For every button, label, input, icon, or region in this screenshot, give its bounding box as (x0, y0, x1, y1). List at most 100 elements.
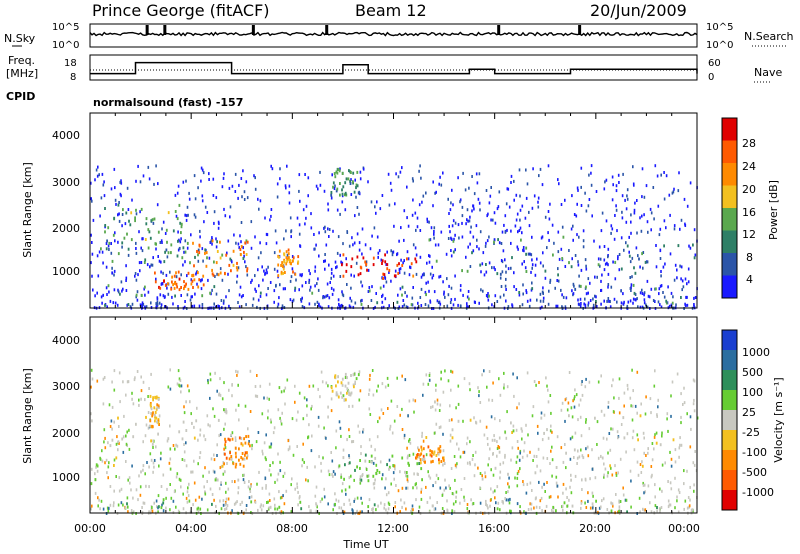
heatmap-cell (282, 474, 285, 478)
heatmap-cell (551, 508, 553, 512)
heatmap-cell (553, 241, 555, 245)
heatmap-cell (427, 470, 429, 474)
heatmap-cell (494, 294, 497, 298)
power-yticks: 4000 3000 2000 1000 (52, 129, 80, 278)
heatmap-cell (389, 181, 392, 185)
heatmap-cell (454, 463, 457, 467)
heatmap-cell (207, 423, 209, 427)
power-colorbar-frame (721, 117, 738, 299)
heatmap-cell (607, 272, 610, 276)
heatmap-cell (549, 394, 552, 397)
heatmap-cell (290, 483, 292, 487)
heatmap-cell (328, 296, 331, 300)
heatmap-cell (580, 302, 582, 305)
heatmap-cell (170, 243, 173, 247)
heatmap-cell (165, 228, 168, 232)
heatmap-cell (685, 295, 687, 299)
heatmap-cell (614, 277, 617, 281)
heatmap-cell (612, 378, 614, 382)
heatmap-cell (649, 397, 652, 401)
heatmap-cell (370, 444, 373, 448)
heatmap-cell (682, 403, 684, 406)
power-cb-tick: 28 (742, 137, 756, 150)
heatmap-cell (419, 229, 422, 232)
heatmap-cell (368, 460, 371, 463)
heatmap-cell (410, 262, 413, 266)
heatmap-cell (183, 411, 186, 415)
heatmap-cell (111, 271, 114, 275)
heatmap-cell (349, 182, 352, 185)
heatmap-cell (238, 183, 240, 187)
heatmap-cell (416, 462, 419, 466)
heatmap-cell (370, 200, 373, 204)
heatmap-cell (326, 294, 329, 298)
heatmap-cell (419, 461, 422, 465)
heatmap-cell (572, 282, 575, 286)
heatmap-cell (388, 458, 391, 462)
heatmap-cell (361, 510, 363, 514)
heatmap-cell (489, 194, 492, 198)
heatmap-cell (341, 263, 343, 267)
heatmap-cell (314, 284, 316, 288)
heatmap-cell (330, 451, 332, 454)
heatmap-cell (429, 272, 432, 276)
heatmap-cell (493, 238, 496, 242)
heatmap-cell (245, 504, 248, 507)
heatmap-cell (561, 305, 563, 309)
heatmap-cell (118, 489, 121, 493)
heatmap-cell (660, 173, 662, 177)
heatmap-cell (457, 402, 460, 406)
heatmap-cell (511, 446, 514, 450)
heatmap-cell (433, 290, 436, 294)
heatmap-cell (461, 235, 464, 239)
heatmap-cell (556, 484, 559, 488)
heatmap-cell (289, 298, 292, 302)
heatmap-cell (196, 282, 198, 286)
heatmap-cell (284, 402, 286, 406)
heatmap-cell (390, 249, 392, 253)
heatmap-cell (454, 297, 456, 301)
heatmap-cell (450, 237, 453, 241)
heatmap-cell (408, 463, 410, 467)
heatmap-cell (103, 180, 105, 184)
heatmap-cell (425, 373, 428, 377)
heatmap-cell (298, 223, 301, 227)
heatmap-cell (95, 463, 98, 467)
power-cb-tick: 20 (742, 183, 756, 196)
heatmap-cell (597, 456, 600, 460)
heatmap-cell (612, 427, 614, 431)
heatmap-cell (98, 173, 100, 177)
heatmap-cell (257, 268, 259, 272)
heatmap-cell (457, 176, 459, 180)
heatmap-cell (104, 207, 106, 210)
heatmap-cell (101, 301, 103, 305)
heatmap-cell (680, 443, 683, 447)
heatmap-cell (425, 191, 427, 195)
heatmap-cell (242, 169, 244, 173)
heatmap-cell (341, 489, 343, 493)
heatmap-cell (651, 442, 654, 445)
heatmap-cell (601, 499, 603, 503)
heatmap-cell (696, 416, 699, 420)
heatmap-cell (275, 241, 278, 245)
heatmap-cell (584, 258, 587, 262)
heatmap-cell (496, 485, 499, 489)
heatmap-cell (502, 249, 505, 253)
heatmap-cell (204, 248, 207, 252)
heatmap-cell (491, 266, 493, 270)
heatmap-cell (471, 251, 473, 255)
heatmap-cell (103, 194, 106, 198)
heatmap-cell (446, 499, 448, 503)
heatmap-cell (140, 294, 143, 297)
heatmap-cell (192, 274, 194, 278)
heatmap-cell (600, 409, 603, 413)
heatmap-cell (580, 501, 583, 505)
heatmap-cell (433, 230, 435, 233)
heatmap-cell (315, 503, 318, 507)
noise-left-label: N.Sky (4, 32, 36, 45)
heatmap-cell (220, 481, 222, 485)
heatmap-cell (429, 496, 431, 500)
heatmap-cell (425, 485, 427, 489)
heatmap-cell (687, 280, 690, 284)
heatmap-cell (466, 507, 469, 510)
